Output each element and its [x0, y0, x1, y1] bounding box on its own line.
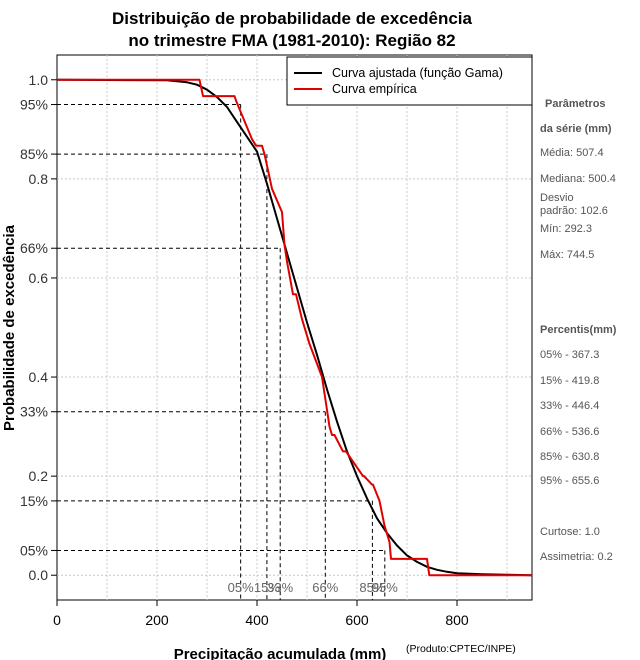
x-tick-label: 400: [245, 612, 269, 628]
x-axis: 0 200 400 600 800: [53, 600, 469, 628]
x-tick-label: 600: [345, 612, 369, 628]
legend-label-gamma: Curva ajustada (função Gama): [332, 66, 503, 80]
params-heading-1: Parâmetros: [545, 98, 606, 110]
stat-desvio-1: Desvio: [540, 192, 574, 204]
percentile-15: 15% - 419.8: [540, 375, 599, 387]
chart-title-line1: Distribuição de probabilidade de excedên…: [112, 9, 472, 28]
legend-box: [286, 56, 533, 106]
x-axis-title: Precipitação acumulada (mm): [174, 646, 387, 660]
gamma-fit-curve: [56, 78, 533, 577]
y-axis-title: Probabilidade de excedência: [1, 224, 18, 431]
legend: Curva ajustada (função Gama) Curva empír…: [286, 56, 533, 106]
y-tick-label: 1.0: [29, 72, 49, 88]
percentile-label: 33%: [267, 580, 293, 595]
percentile-labels: 05% 15%33% 66% 85%95%: [228, 580, 399, 595]
percentile-66: 66% - 536.6: [540, 426, 599, 438]
stat-min: Mín: 292.3: [540, 223, 592, 235]
y-tick-label: 0.6: [29, 270, 49, 286]
stat-desvio-2: padrão: 102.6: [540, 205, 608, 217]
plot-area: [56, 54, 533, 601]
stat-media: Média: 507.4: [540, 147, 604, 159]
empirical-curve: [57, 78, 532, 577]
percentile-reference-lines: [57, 104, 386, 600]
y-tick-label: 0.0: [29, 567, 49, 583]
y-tick-label: 66%: [20, 240, 48, 256]
percentile-label: 15%: [254, 580, 280, 595]
x-tick-label: 200: [145, 612, 169, 628]
stat-mediana: Mediana: 500.4: [540, 173, 616, 185]
x-tick-label: 0: [53, 612, 61, 628]
percentile-33: 33% - 446.4: [540, 400, 599, 412]
legend-label-empirical: Curva empírica: [332, 82, 417, 96]
y-tick-label: 95%: [20, 97, 48, 113]
x-tick-label: 800: [445, 612, 469, 628]
side-panel: Parâmetros da série (mm) Média: 507.4 Me…: [540, 98, 617, 563]
y-tick-label: 0.8: [29, 171, 49, 187]
y-tick-label: 33%: [20, 404, 48, 420]
y-tick-label: 15%: [20, 493, 48, 509]
percentile-85: 85% - 630.8: [540, 451, 599, 463]
percentis-heading: Percentis(mm): [540, 324, 617, 336]
y-axis: 1.0 95% 85% 0.8 66% 0.6 0.4 33% 0.2 15% 05% 0.0: [20, 72, 57, 583]
stat-assimetria: Assimetria: 0.2: [540, 551, 613, 563]
product-credit: (Produto:CPTEC/INPE): [406, 643, 516, 655]
percentile-05: 05% - 367.3: [540, 349, 599, 361]
y-tick-label: 0.2: [29, 468, 49, 484]
stat-curtose: Curtose: 1.0: [540, 526, 600, 538]
chart-title-line2: no trimestre FMA (1981-2010): Região 82: [128, 31, 455, 50]
y-tick-label: 05%: [20, 542, 48, 558]
percentile-label: 85%: [359, 580, 385, 595]
percentile-95: 95% - 655.6: [540, 475, 599, 487]
series-layer: [56, 78, 533, 577]
stat-max: Máx: 744.5: [540, 249, 594, 261]
params-heading-2: da série (mm): [540, 123, 612, 135]
percentile-label: 66%: [312, 580, 338, 595]
y-tick-label: 0.4: [29, 369, 49, 385]
percentile-label: 95%: [372, 580, 398, 595]
percentile-label: 05%: [228, 580, 254, 595]
y-tick-label: 85%: [20, 146, 48, 162]
